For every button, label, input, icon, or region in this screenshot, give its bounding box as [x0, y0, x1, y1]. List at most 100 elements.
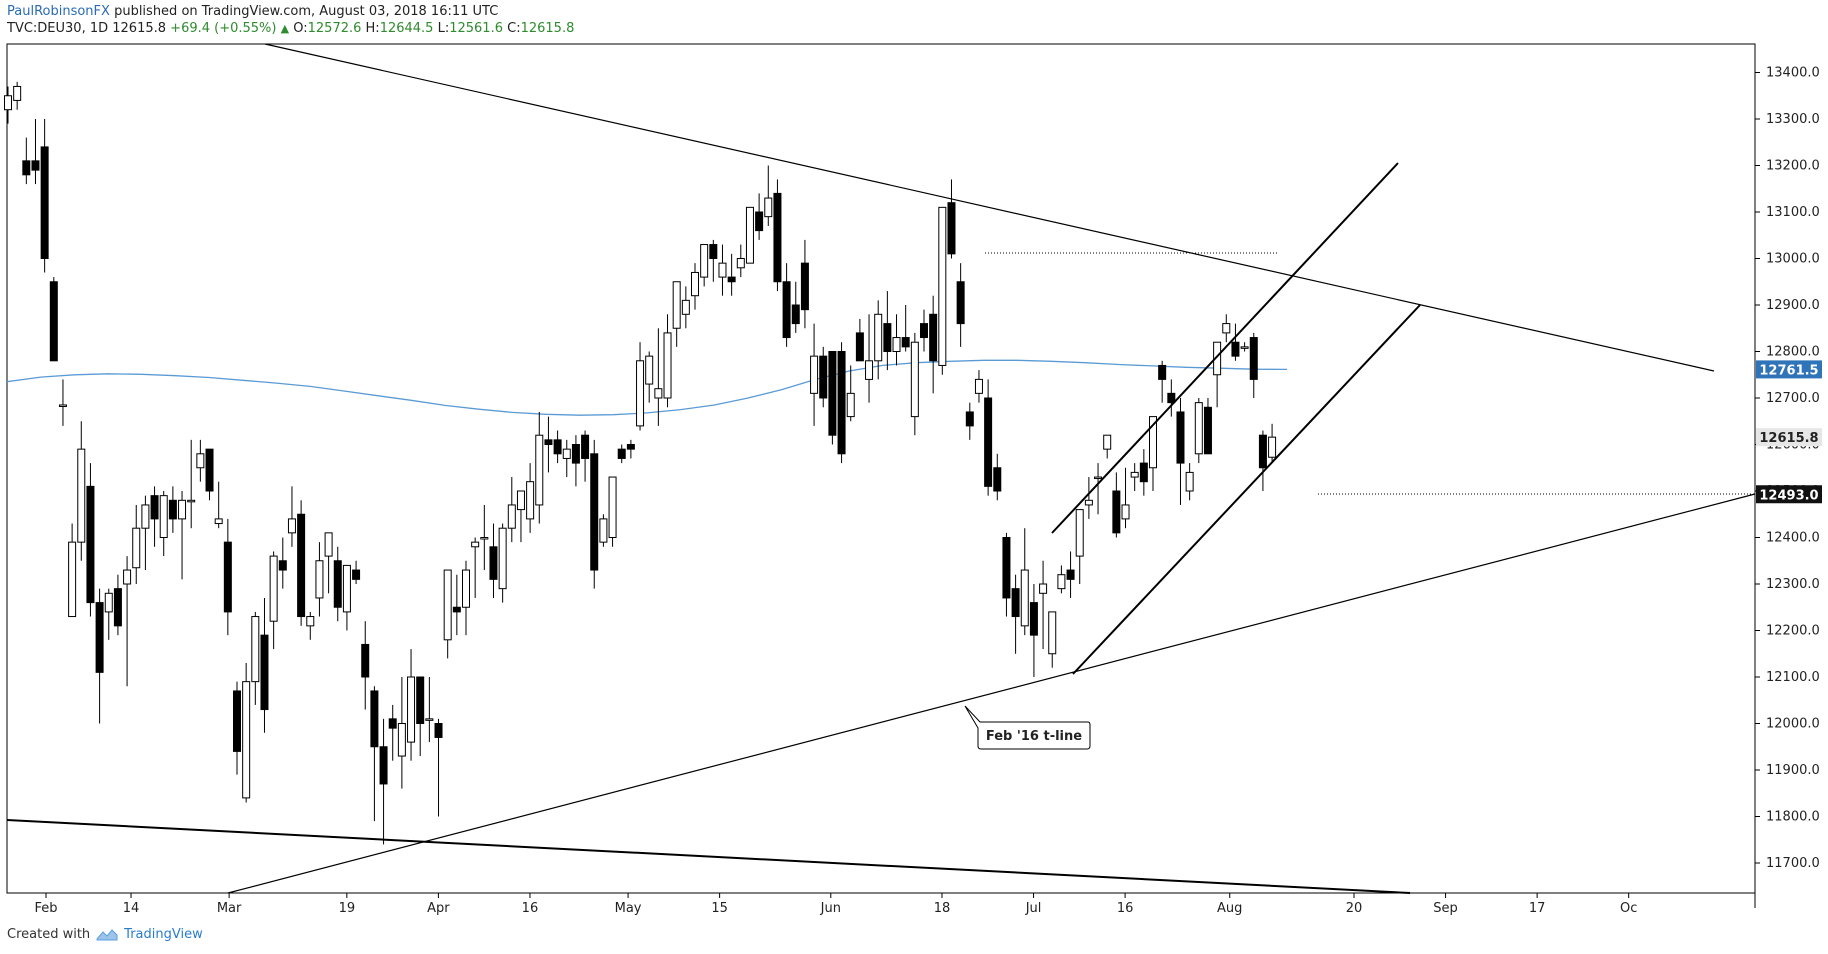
y-tick-label: 13300.0 — [1766, 112, 1820, 127]
candles-layer — [4, 81, 1277, 845]
candle-body-up — [974, 378, 983, 394]
candle — [315, 542, 324, 617]
candle — [636, 342, 645, 431]
candle-body-up — [196, 453, 205, 469]
ma-price-badge-box — [1756, 360, 1822, 379]
candle — [837, 342, 846, 464]
candle-body-up — [498, 527, 507, 590]
candle — [287, 486, 296, 547]
candle — [31, 119, 40, 185]
candle — [498, 523, 507, 603]
candle-body-up — [4, 95, 12, 111]
candle-body-up — [1194, 402, 1203, 455]
candle-body-up — [315, 560, 324, 599]
candle-body-up — [1130, 471, 1139, 478]
candle — [416, 676, 425, 757]
x-tick-label: May — [615, 901, 642, 916]
candle-body-up — [700, 244, 709, 278]
candle — [929, 295, 938, 394]
candle-body-up — [123, 569, 132, 585]
candle — [1130, 463, 1139, 491]
candle-body-down — [984, 397, 993, 487]
candle — [1249, 332, 1258, 398]
candle — [993, 453, 1002, 501]
candle — [379, 718, 388, 845]
candle-body-up — [141, 504, 150, 529]
candle — [718, 244, 727, 296]
candle-body-down — [920, 323, 928, 339]
candle — [1194, 398, 1203, 464]
x-tick-label: 15 — [711, 901, 728, 916]
candle-body-down — [544, 439, 553, 446]
symbol-label: TVC:DEU30, 1D — [7, 21, 109, 36]
candle — [370, 686, 379, 822]
candle — [480, 504, 489, 571]
candle — [608, 476, 617, 547]
x-tick-label: Mar — [217, 901, 242, 916]
candle-body-up — [342, 564, 351, 613]
candle-body-up — [480, 537, 489, 540]
candle — [800, 239, 809, 329]
candle-body-up — [1057, 574, 1066, 590]
candle — [388, 704, 397, 761]
open-value: 12572.6 — [307, 21, 362, 36]
candle-body-up — [865, 360, 874, 380]
price-axis[interactable]: 13400.0 13300.0 13200.0 13100.0 13000.0 12900… — [1755, 66, 1820, 872]
candle — [352, 560, 361, 584]
candle-body-up — [287, 518, 296, 534]
candle-body-down — [352, 569, 361, 580]
candle-body-up — [608, 476, 617, 538]
candle-body-down — [333, 560, 342, 608]
candle — [123, 556, 132, 687]
candle-body-up — [1039, 583, 1048, 594]
candle-body-down — [947, 202, 956, 255]
candle-body-up — [938, 206, 947, 366]
candle — [1203, 398, 1212, 455]
time-axis[interactable]: Feb 14 Mar 19 Apr 16 May 15 Jun 18 Jul 16 Aug 20 Sep 17… — [34, 893, 1637, 916]
candle — [700, 244, 709, 287]
candle-body-up — [324, 532, 333, 557]
candle — [1112, 472, 1121, 538]
candle-body-down — [791, 304, 800, 325]
candle-body-down — [590, 453, 599, 571]
x-tick-label: 18 — [934, 901, 951, 916]
y-tick-label: 12200.0 — [1766, 624, 1820, 639]
x-tick-label: 16 — [522, 901, 539, 916]
x-tick-label: Sep — [1433, 901, 1458, 916]
candle — [187, 439, 196, 529]
candle-body-down — [965, 411, 974, 427]
moving-average-layer — [6, 359, 1288, 416]
candle-body-down — [434, 723, 443, 738]
candle-body-down — [388, 718, 397, 729]
candle — [910, 332, 919, 436]
y-tick-label: 12400.0 — [1766, 531, 1820, 546]
candle-body-up — [874, 313, 883, 362]
candle-body-down — [260, 634, 269, 711]
candle-body-up — [1048, 611, 1057, 655]
candle-body-down — [727, 276, 736, 283]
candle — [920, 309, 928, 352]
feb16-trendline — [227, 493, 1756, 894]
tradingview-link[interactable]: TradingView — [124, 927, 203, 942]
candle — [553, 430, 562, 464]
x-tick-label: Feb — [34, 901, 57, 916]
ma-price-badge-text: 12761.5 — [1759, 363, 1818, 378]
y-tick-label: 11800.0 — [1766, 810, 1820, 825]
x-tick-label: Jun — [820, 901, 841, 916]
support-price-badge-text: 12493.0 — [1759, 488, 1818, 503]
candle — [1066, 551, 1075, 598]
candle-body-up — [526, 481, 535, 520]
candle — [1222, 314, 1231, 343]
x-tick-label: Apr — [427, 901, 450, 916]
candle-body-down — [571, 444, 580, 464]
candle-body-down — [168, 499, 177, 520]
candle — [1121, 467, 1130, 529]
candle — [764, 165, 773, 226]
candle — [1268, 423, 1277, 463]
candle-body-down — [819, 355, 828, 399]
candle-body-down — [800, 262, 809, 311]
candle-body-down — [1112, 490, 1121, 534]
candle-body-down — [993, 467, 1002, 492]
author-link[interactable]: PaulRobinsonFX — [7, 4, 110, 19]
